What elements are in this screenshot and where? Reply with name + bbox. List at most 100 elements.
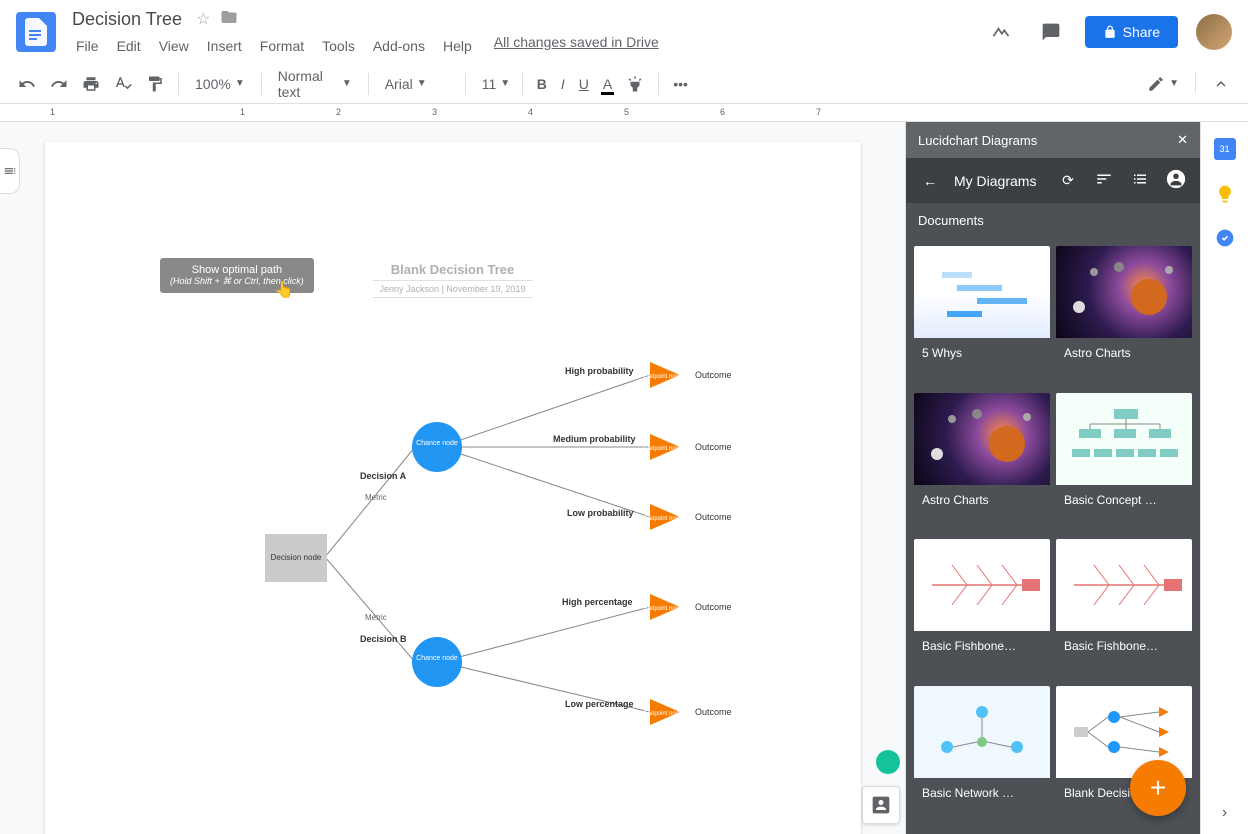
style-select[interactable]: Normal text▼ — [270, 64, 360, 104]
tasks-icon[interactable] — [1215, 228, 1235, 248]
endpoint-5: Endpoint node — [643, 699, 682, 725]
user-avatar[interactable] — [1196, 14, 1232, 50]
svg-text:Endpoint node: Endpoint node — [643, 606, 682, 612]
template-thumb — [914, 686, 1050, 778]
header-right: Share — [985, 14, 1232, 50]
endpoint-2: Endpoint node — [643, 434, 682, 460]
menu-format[interactable]: Format — [252, 34, 312, 58]
menu-addons[interactable]: Add-ons — [365, 34, 433, 58]
template-card[interactable]: Astro Charts — [914, 393, 1050, 534]
template-label: 5 Whys — [914, 338, 1050, 368]
template-thumb — [914, 393, 1050, 485]
svg-text:Decision A: Decision A — [360, 471, 407, 481]
collapse-icon[interactable]: › — [1222, 804, 1227, 822]
svg-text:Endpoint node: Endpoint node — [643, 516, 682, 522]
close-icon[interactable]: ✕ — [1177, 132, 1188, 148]
main-content: Blank Decision Tree Jenny Jackson | Nove… — [0, 122, 1248, 834]
document-area[interactable]: Blank Decision Tree Jenny Jackson | Nove… — [0, 122, 905, 834]
comments-icon[interactable] — [1035, 16, 1067, 48]
svg-text:Low probability: Low probability — [567, 508, 634, 518]
paint-format-button[interactable] — [140, 71, 170, 97]
title-area: Decision Tree ☆ File Edit View Insert Fo… — [68, 7, 985, 58]
svg-text:Metric: Metric — [365, 613, 387, 622]
template-label: Basic Fishbone… — [914, 631, 1050, 661]
style-value: Normal text — [278, 68, 338, 100]
template-card[interactable]: Basic Fishbone… — [914, 539, 1050, 680]
template-card[interactable]: Basic Network … — [914, 686, 1050, 827]
keep-icon[interactable] — [1215, 184, 1235, 204]
app-header: Decision Tree ☆ File Edit View Insert Fo… — [0, 0, 1248, 64]
saved-indicator[interactable]: All changes saved in Drive — [494, 34, 659, 58]
share-button[interactable]: Share — [1085, 16, 1178, 48]
back-icon[interactable]: ← — [918, 173, 942, 189]
edit-mode-button[interactable]: ▼ — [1141, 71, 1185, 97]
expand-button[interactable] — [1206, 71, 1236, 97]
italic-button[interactable]: I — [555, 72, 571, 96]
svg-text:Outcome: Outcome — [695, 512, 732, 522]
template-label: Basic Network … — [914, 778, 1050, 808]
ruler: 1 1 2 3 4 5 6 7 — [0, 104, 1248, 122]
folder-icon[interactable] — [220, 8, 238, 31]
menu-edit[interactable]: Edit — [109, 34, 149, 58]
template-thumb — [1056, 539, 1192, 631]
menu-view[interactable]: View — [151, 34, 197, 58]
svg-text:Chance node: Chance node — [416, 655, 458, 662]
underline-button[interactable]: U — [573, 72, 595, 96]
svg-text:Decision node: Decision node — [270, 553, 321, 562]
svg-text:High probability: High probability — [565, 366, 634, 376]
zoom-select[interactable]: 100%▼ — [187, 72, 253, 96]
menu-file[interactable]: File — [68, 34, 107, 58]
grammarly-icon[interactable] — [876, 750, 900, 774]
svg-text:Endpoint node: Endpoint node — [643, 711, 682, 717]
template-card[interactable]: Astro Charts — [1056, 246, 1192, 387]
svg-text:Endpoint node: Endpoint node — [643, 374, 682, 380]
mini-sidebar: 31 › — [1200, 122, 1248, 834]
account-icon[interactable] — [1164, 168, 1188, 193]
template-card[interactable]: Basic Fishbone… — [1056, 539, 1192, 680]
endpoint-1: Endpoint node — [643, 362, 682, 388]
doc-title[interactable]: Decision Tree — [68, 7, 186, 32]
nav-title: My Diagrams — [954, 173, 1044, 189]
spellcheck-button[interactable] — [108, 71, 138, 97]
sidebar-nav: ← My Diagrams ⟳ — [906, 158, 1200, 203]
svg-text:Outcome: Outcome — [695, 442, 732, 452]
sidebar-section: Documents — [906, 203, 1200, 238]
fab-add-button[interactable]: + — [1130, 760, 1186, 816]
redo-button[interactable] — [44, 71, 74, 97]
explore-button[interactable] — [862, 786, 900, 824]
text-color-button[interactable]: A — [597, 72, 618, 96]
template-grid: 5 WhysAstro ChartsAstro ChartsBasic Conc… — [906, 238, 1200, 834]
outline-tab[interactable] — [0, 148, 20, 194]
endpoint-3: Endpoint node — [643, 504, 682, 530]
svg-text:Metric: Metric — [365, 493, 387, 502]
list-icon[interactable] — [1128, 170, 1152, 191]
print-button[interactable] — [76, 71, 106, 97]
menu-tools[interactable]: Tools — [314, 34, 363, 58]
svg-text:Endpoint node: Endpoint node — [643, 446, 682, 452]
calendar-icon[interactable]: 31 — [1214, 138, 1236, 160]
cursor-hand-icon: 👆 — [274, 280, 294, 300]
template-label: Basic Fishbone… — [1056, 631, 1192, 661]
font-select[interactable]: Arial▼ — [377, 72, 457, 96]
menu-bar: File Edit View Insert Format Tools Add-o… — [68, 34, 985, 58]
star-icon[interactable]: ☆ — [196, 9, 210, 29]
share-label: Share — [1123, 24, 1160, 40]
tooltip-title: Show optimal path — [170, 264, 304, 276]
template-card[interactable]: Basic Concept … — [1056, 393, 1192, 534]
bold-button[interactable]: B — [531, 72, 553, 96]
docs-logo[interactable] — [16, 12, 56, 52]
activity-icon[interactable] — [985, 16, 1017, 48]
highlight-button[interactable] — [620, 71, 650, 97]
size-select[interactable]: 11▼ — [474, 72, 514, 96]
template-thumb — [914, 246, 1050, 338]
more-button[interactable]: ••• — [667, 72, 694, 96]
svg-text:Low percentage: Low percentage — [565, 699, 634, 709]
template-thumb — [914, 539, 1050, 631]
template-card[interactable]: 5 Whys — [914, 246, 1050, 387]
svg-text:Outcome: Outcome — [695, 602, 732, 612]
menu-insert[interactable]: Insert — [199, 34, 250, 58]
refresh-icon[interactable]: ⟳ — [1056, 172, 1080, 189]
menu-help[interactable]: Help — [435, 34, 480, 58]
sort-icon[interactable] — [1092, 170, 1116, 191]
undo-button[interactable] — [12, 71, 42, 97]
